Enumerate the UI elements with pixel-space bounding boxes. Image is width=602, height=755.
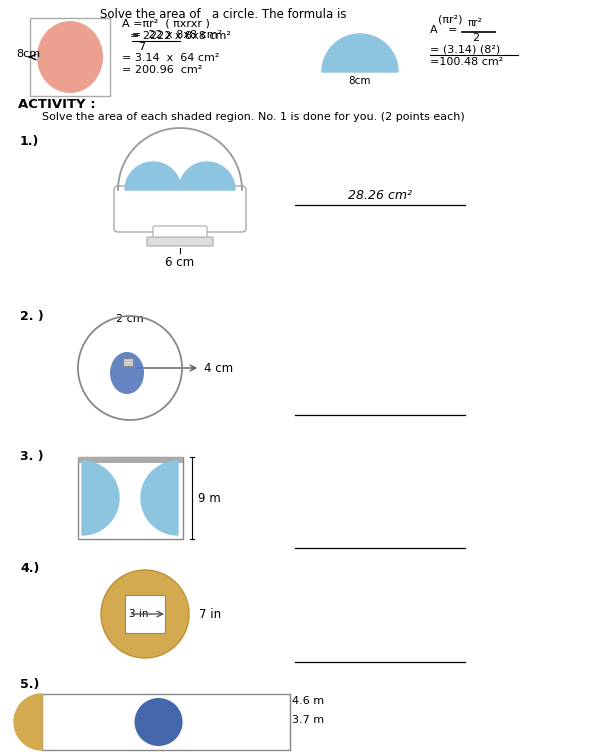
Bar [42, 694, 290, 750]
Text: 2: 2 [472, 33, 479, 43]
Text: 1.): 1.) [20, 135, 39, 148]
Text: A =πr²  ( πxrxr ): A =πr² ( πxrxr ) [122, 18, 210, 28]
Text: = 3.14  x  64 cm²: = 3.14 x 64 cm² [122, 53, 219, 63]
FancyBboxPatch shape [153, 226, 207, 240]
Ellipse shape [37, 21, 103, 93]
Bar [30, 18, 110, 96]
Polygon shape [179, 162, 235, 190]
Circle shape [135, 698, 182, 746]
Text: =100.48 cm²: =100.48 cm² [430, 57, 503, 67]
Text: = ̲22̲22 x 8x8 cm²: = ̲22̲22 x 8x8 cm² [130, 30, 231, 41]
Polygon shape [125, 162, 181, 190]
Text: πr²: πr² [468, 18, 483, 28]
Text: 7: 7 [138, 42, 145, 52]
Polygon shape [141, 461, 178, 535]
Text: ACTIVITY :: ACTIVITY : [18, 98, 96, 111]
Text: Solve the area of   a circle. The formula is: Solve the area of a circle. The formula … [100, 8, 347, 21]
Text: 5.): 5.) [20, 678, 39, 691]
Text: =  22 x 8x8 cm²: = 22 x 8x8 cm² [132, 30, 222, 40]
FancyBboxPatch shape [147, 237, 213, 246]
Polygon shape [322, 34, 398, 72]
Text: 9 m: 9 m [198, 492, 221, 504]
Text: 6 cm: 6 cm [166, 256, 194, 269]
FancyBboxPatch shape [114, 186, 246, 232]
Text: (πr²): (πr²) [438, 14, 462, 24]
Bar [78, 457, 183, 539]
Text: 8cm: 8cm [16, 49, 40, 59]
Text: 2. ): 2. ) [20, 310, 44, 323]
Polygon shape [14, 694, 42, 750]
Text: 3.7 m: 3.7 m [292, 715, 324, 725]
Text: 3 in: 3 in [129, 609, 149, 619]
Text: 4 cm: 4 cm [204, 362, 233, 374]
Text: 8cm: 8cm [348, 76, 370, 86]
Text: 4.): 4.) [20, 562, 39, 575]
Circle shape [101, 570, 189, 658]
Text: 3. ): 3. ) [20, 450, 43, 463]
Text: = (3.14) (8²): = (3.14) (8²) [430, 44, 500, 54]
Bar [125, 595, 165, 633]
Text: = 200.96  cm²: = 200.96 cm² [122, 65, 202, 75]
Polygon shape [82, 461, 119, 535]
Text: 28.26 cm²: 28.26 cm² [348, 189, 412, 202]
Text: 7 in: 7 in [199, 608, 221, 621]
Text: 4.6 m: 4.6 m [292, 696, 324, 706]
Text: A   =: A = [430, 25, 458, 35]
Bar [123, 358, 133, 366]
Bar [78, 457, 183, 463]
Ellipse shape [110, 352, 144, 394]
Text: Solve the area of each shaded region. No. 1 is done for you. (2 points each): Solve the area of each shaded region. No… [42, 112, 465, 122]
Text: 2 cm: 2 cm [116, 314, 144, 324]
